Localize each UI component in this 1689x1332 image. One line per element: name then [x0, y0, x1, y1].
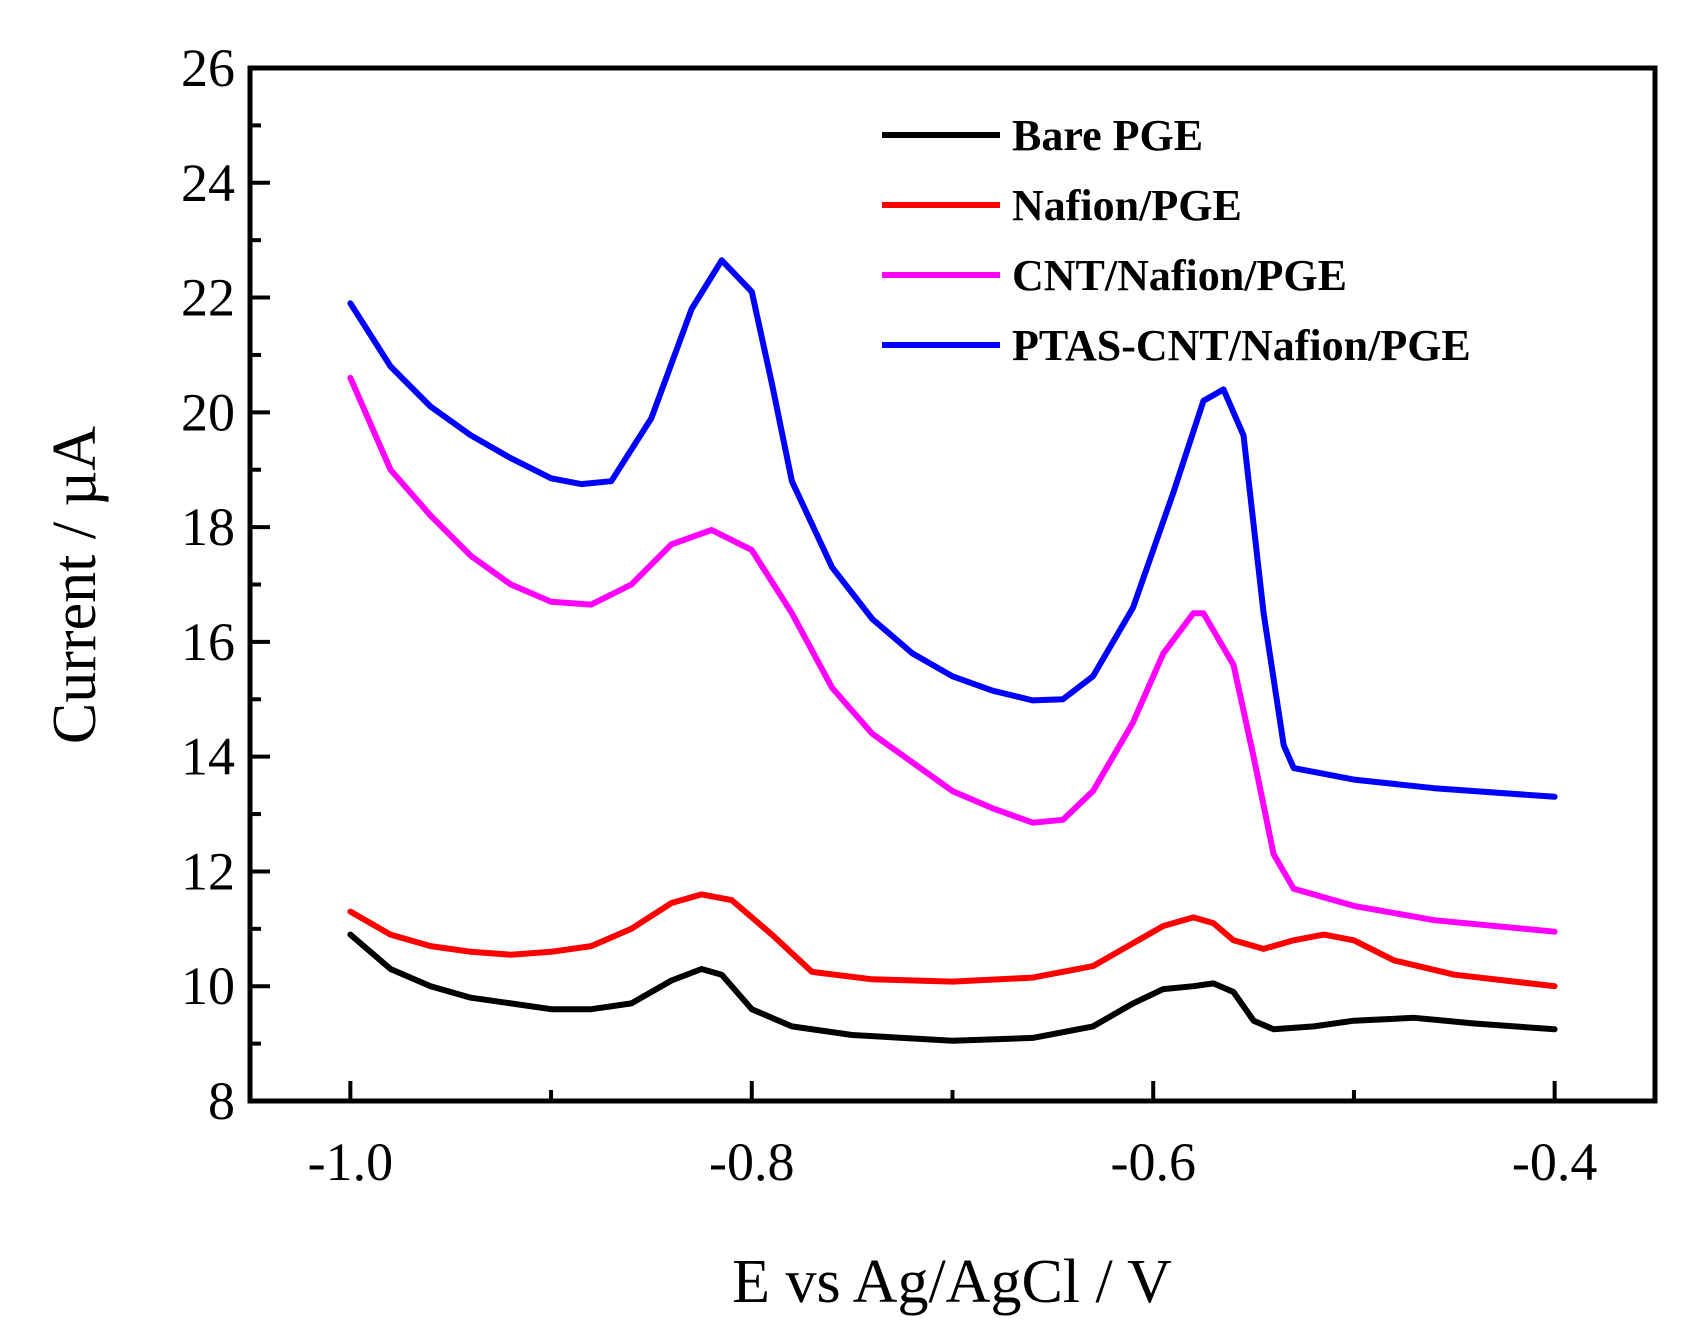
series-line-1 [347, 931, 1558, 1044]
legend-label-2: Nafion/PGE [1012, 181, 1242, 230]
y-axis-ticks: 8 10 12 14 16 18 20 22 24 26 [181, 38, 270, 1131]
y-tick-label: 16 [181, 612, 235, 672]
legend-label-3: CNT/Nafion/PGE [1012, 251, 1347, 300]
y-tick-label: 26 [181, 38, 235, 98]
y-tick-label: 14 [181, 727, 235, 787]
series-layer [347, 257, 1558, 1044]
legend: Bare PGE Nafion/PGE CNT/Nafion/PGE PTAS-CNT… [882, 111, 1471, 370]
x-tick-label: -0.6 [1110, 1132, 1195, 1192]
series-line-2 [347, 891, 1558, 990]
x-axis-title: E vs Ag/AgCl / V [732, 1248, 1172, 1316]
y-tick-label: 8 [208, 1071, 235, 1131]
y-tick-label: 24 [181, 153, 235, 213]
y-tick-label: 10 [181, 956, 235, 1016]
series-line-3 [347, 374, 1558, 935]
y-tick-label: 12 [181, 841, 235, 901]
legend-label-1: Bare PGE [1012, 111, 1203, 160]
y-tick-label: 22 [181, 268, 235, 328]
x-axis-ticks: -1.0 -0.8 -0.6 -0.4 [308, 1081, 1597, 1192]
legend-label-4: PTAS-CNT/Nafion/PGE [1012, 321, 1471, 370]
x-tick-label: -1.0 [308, 1132, 393, 1192]
y-tick-label: 18 [181, 497, 235, 557]
series-line-4 [347, 257, 1558, 800]
plot-frame [247, 65, 1658, 1104]
y-tick-label: 20 [181, 382, 235, 442]
x-tick-label: -0.8 [709, 1132, 794, 1192]
x-tick-label: -0.4 [1512, 1132, 1597, 1192]
y-axis-title: Current / µA [41, 426, 109, 744]
